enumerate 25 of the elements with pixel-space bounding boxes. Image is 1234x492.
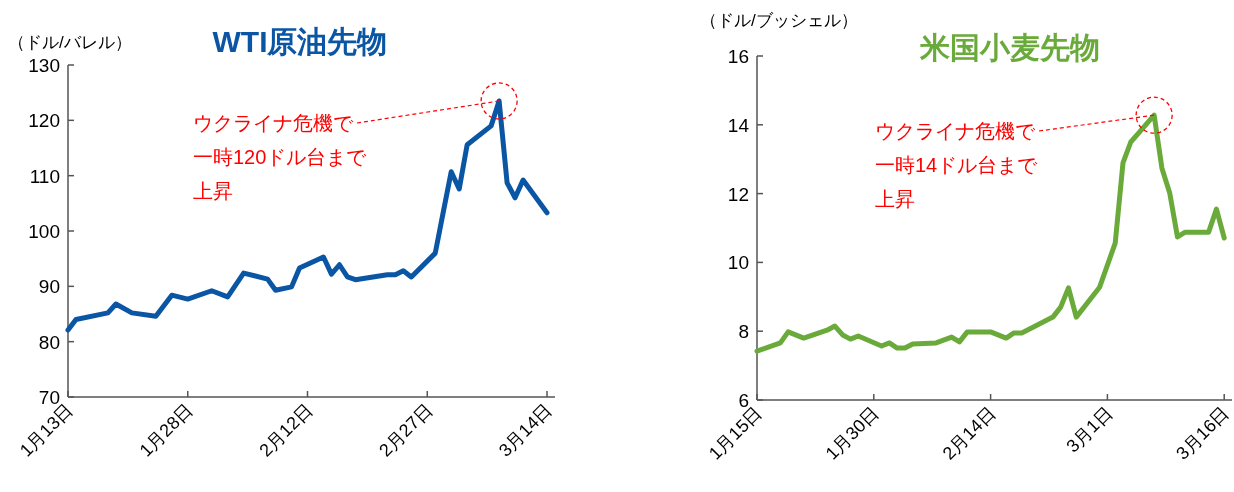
y-tick-label: 8 bbox=[738, 321, 749, 343]
chart-title: WTI原油先物 bbox=[212, 25, 388, 58]
y-tick-label: 90 bbox=[38, 276, 60, 298]
y-tick-label: 100 bbox=[28, 221, 60, 242]
y-tick-label: 130 bbox=[28, 55, 60, 76]
x-tick-label: 3月16日 bbox=[1172, 402, 1234, 464]
y-tick-label: 110 bbox=[29, 165, 60, 187]
x-tick-label: 3月14日 bbox=[495, 399, 556, 461]
x-tick-label: 2月14日 bbox=[938, 402, 1000, 464]
y-axis-title: （ドル/バレル） bbox=[8, 33, 132, 52]
annotation: ウクライナ危機で一時14ドル台まで上昇 bbox=[875, 120, 1038, 210]
x-tick-label: 2月12日 bbox=[255, 399, 317, 461]
y-tick-label: 120 bbox=[28, 110, 60, 132]
x-tick-label: 3月1日 bbox=[1062, 402, 1117, 457]
y-tick-label: 12 bbox=[727, 183, 749, 205]
x-tick-label: 2月27日 bbox=[375, 399, 437, 461]
y-tick-label: 80 bbox=[38, 331, 60, 353]
y-axis-title: （ドル/ブッシェル） bbox=[700, 11, 858, 30]
x-tick-label: 1月28日 bbox=[135, 399, 197, 461]
y-tick-label: 14 bbox=[727, 114, 750, 136]
y-tick-label: 10 bbox=[727, 252, 749, 274]
y-tick-label: 16 bbox=[727, 46, 749, 67]
annotation: ウクライナ危機で一時120ドル台まで上昇 bbox=[193, 112, 367, 202]
x-tick-label: 1月30日 bbox=[821, 402, 883, 464]
chart-title: 米国小麦先物 bbox=[919, 31, 1100, 64]
